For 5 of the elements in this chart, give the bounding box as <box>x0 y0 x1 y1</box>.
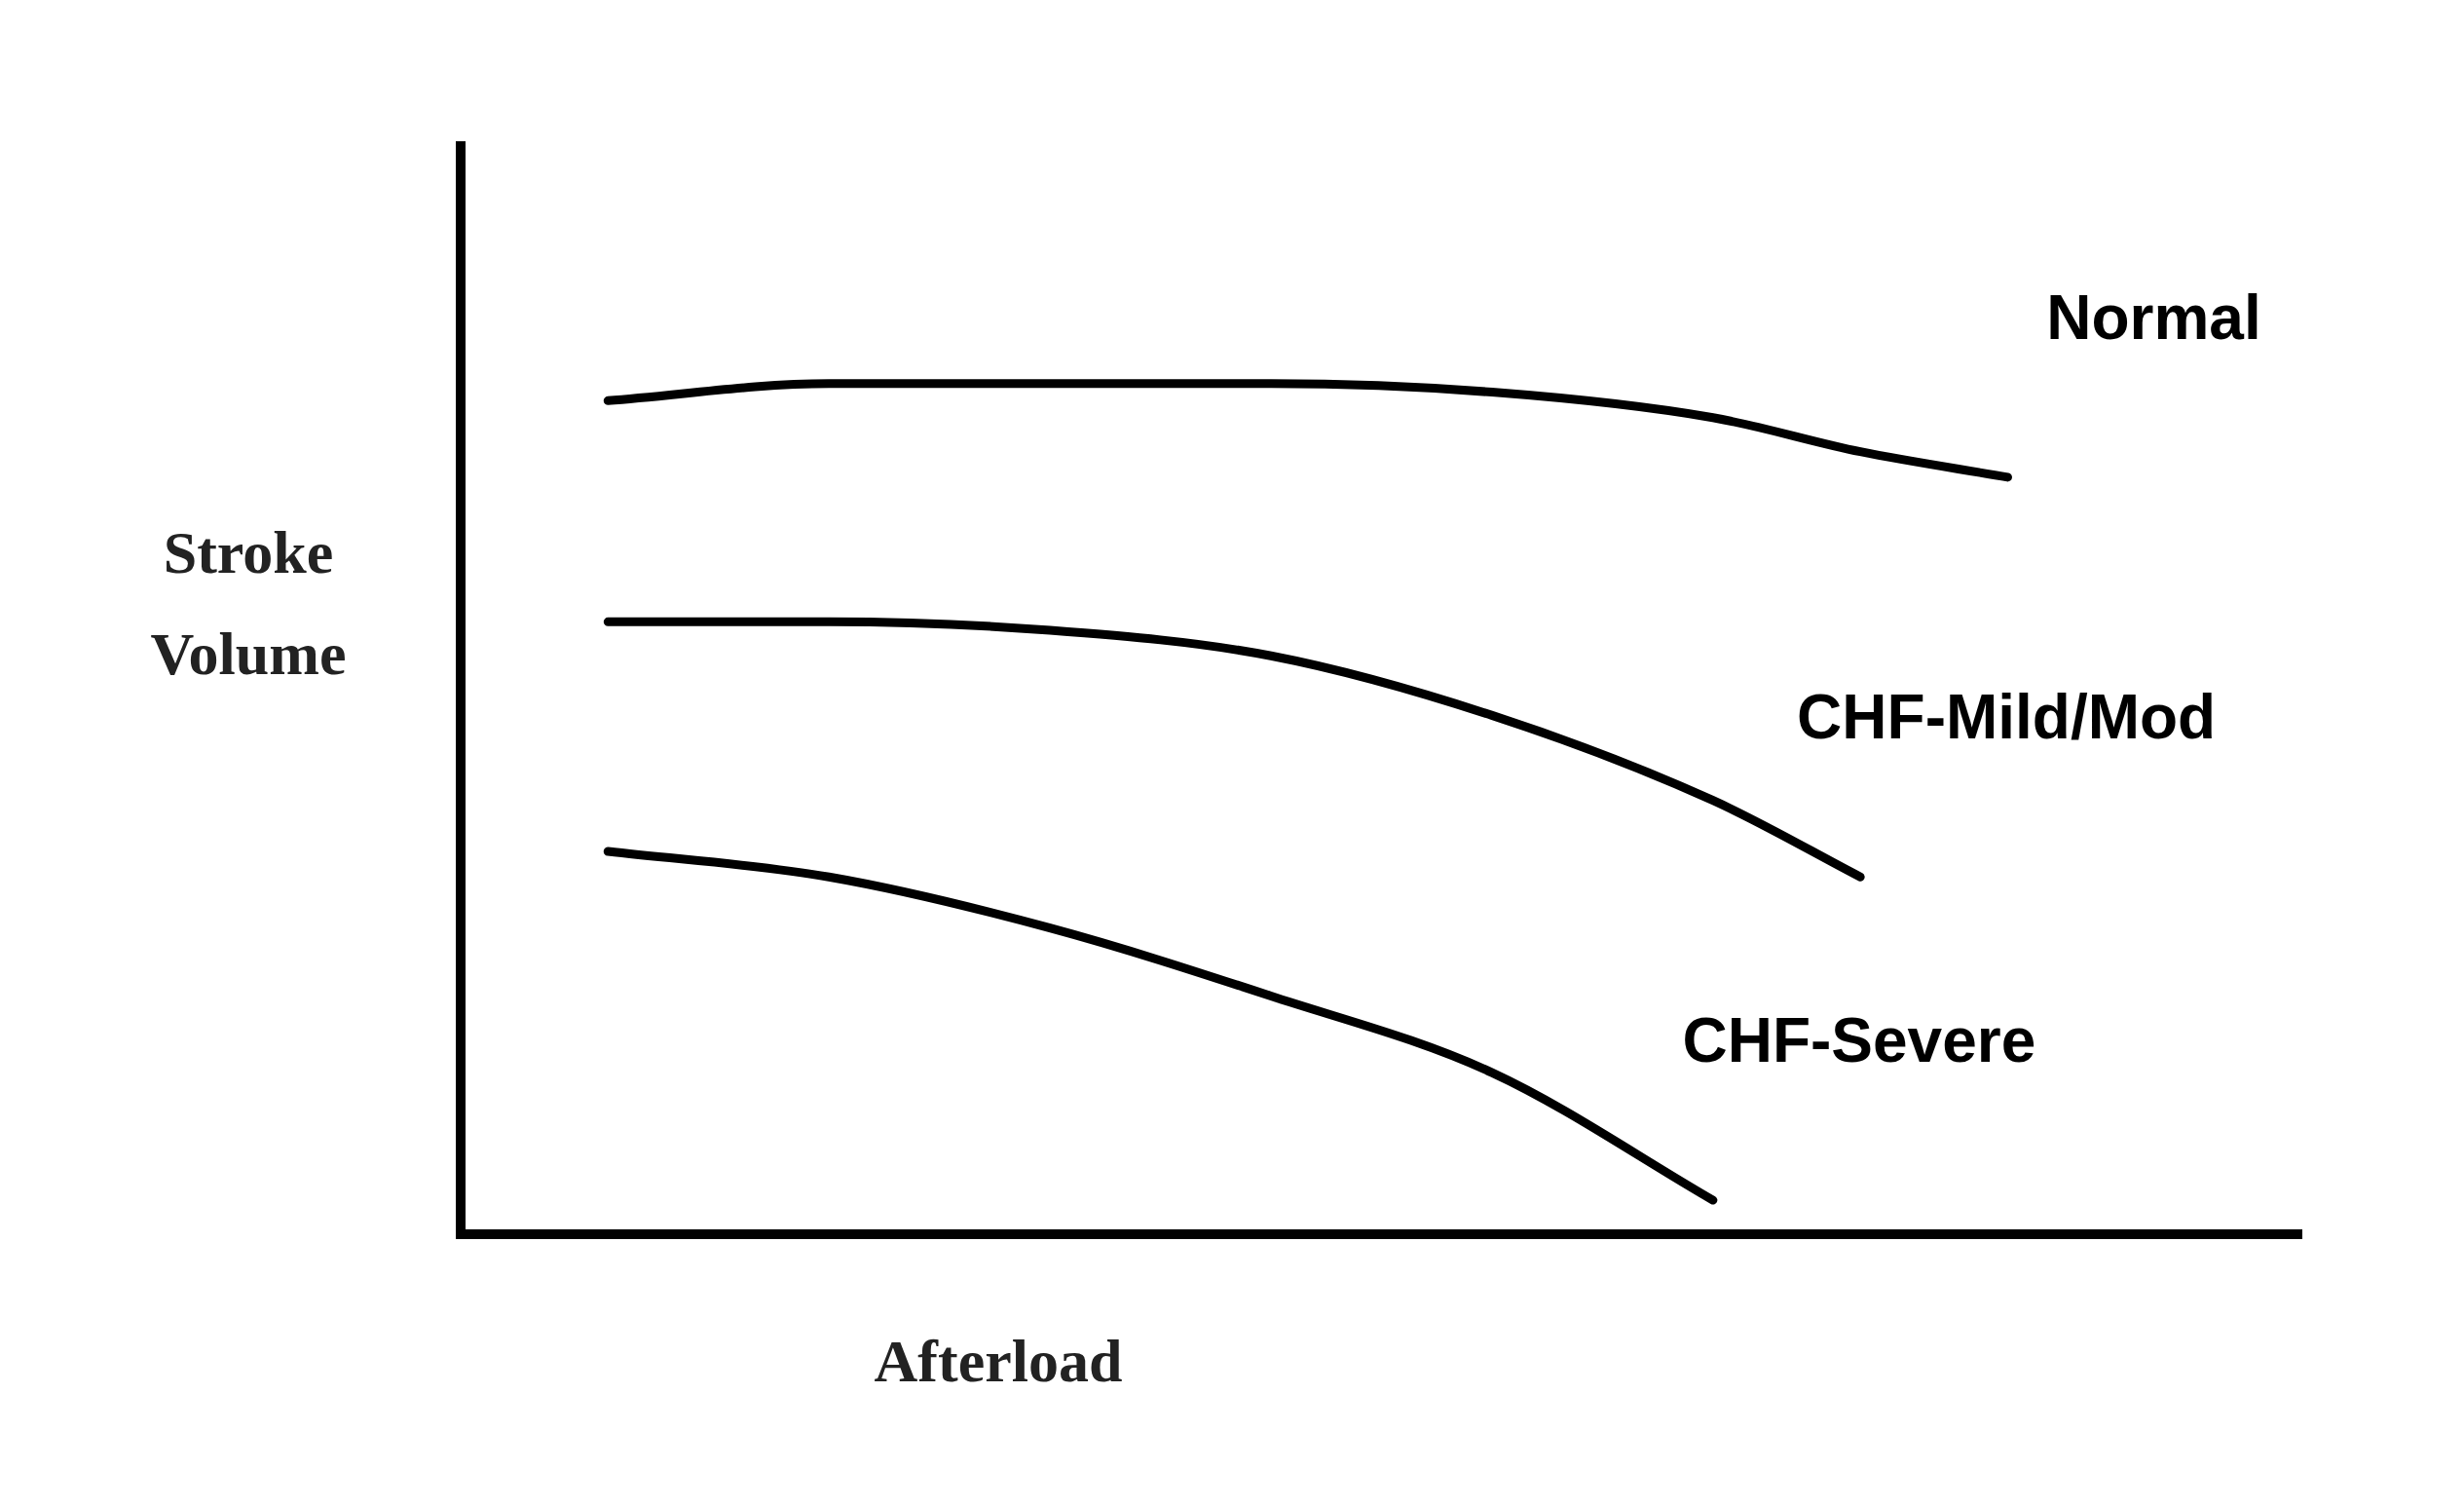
series-label: CHF-Mild/Mod <box>1797 681 2217 752</box>
series-label: CHF-Severe <box>1682 1004 2036 1075</box>
text: Normal <box>2046 282 2261 353</box>
x-axis-title: Afterload <box>873 1327 1124 1396</box>
y-axis-title: Stroke Volume <box>149 518 348 689</box>
